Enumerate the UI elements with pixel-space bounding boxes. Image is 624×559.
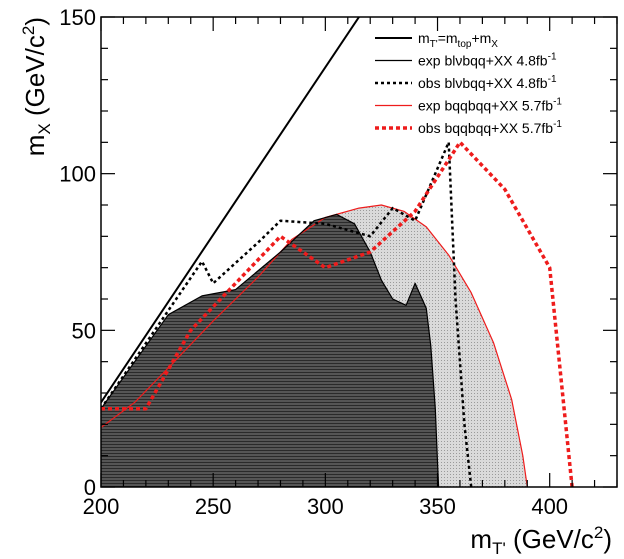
exp_bqq-line <box>101 204 528 487</box>
axes: 200 250 300 350 400 0 50 100 150 <box>59 5 618 519</box>
y-tick-label: 100 <box>59 162 96 187</box>
y-axis-title: mX (GeV/c2) <box>19 17 54 156</box>
exp_blv-fill <box>101 214 439 487</box>
legend-item-exp_bqq: exp bqqbqq+XX 5.7fb-1 <box>375 97 562 114</box>
x-axis-title: mT' (GeV/c2) <box>470 523 612 558</box>
y-tick-label: 50 <box>72 318 96 343</box>
axis-titles: mT' (GeV/c2) mX (GeV/c2) <box>19 17 612 558</box>
y-tick-label: 0 <box>84 475 96 500</box>
plot-clip-group <box>101 17 574 487</box>
legend-item-obs_blv: obs blνbqq+XX 4.8fb-1 <box>375 74 557 91</box>
y-tick-label: 150 <box>59 5 96 30</box>
legend-label: exp bqqbqq+XX 5.7fb-1 <box>418 97 562 114</box>
legend-item-obs_bqq: obs bqqbqq+XX 5.7fb-1 <box>375 119 562 136</box>
plot-area <box>101 17 574 487</box>
plot-frame <box>100 16 618 488</box>
x-tick-label: 300 <box>307 494 344 519</box>
kin-line <box>101 17 360 403</box>
x-tick-label: 350 <box>419 494 456 519</box>
legend: mT'=mtop+mX exp blνbqq+XX 4.8fb-1 obs blνb… <box>375 30 562 136</box>
x-tick-label: 400 <box>531 494 568 519</box>
x-tick-label: 250 <box>195 494 232 519</box>
obs_blv-line <box>101 141 473 487</box>
legend-item-kin: mT'=mtop+mX <box>375 30 498 50</box>
legend-label: exp blνbqq+XX 4.8fb-1 <box>418 52 557 69</box>
x-tick-label: 200 <box>83 494 120 519</box>
legend-label: obs blνbqq+XX 4.8fb-1 <box>418 74 557 91</box>
legend-label: obs bqqbqq+XX 5.7fb-1 <box>418 119 562 136</box>
legend-label: mT'=mtop+mX <box>418 30 498 50</box>
obs_bqq-line <box>101 140 574 487</box>
legend-item-exp_blv: exp blνbqq+XX 4.8fb-1 <box>375 52 557 69</box>
